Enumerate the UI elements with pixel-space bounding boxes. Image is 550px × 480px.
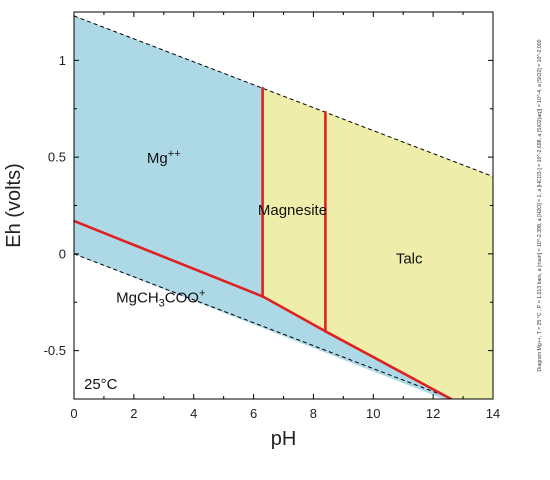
boundary-mg-to-mgch3coo <box>74 219 264 298</box>
field-label-mg: Mg++ <box>147 148 181 167</box>
x-tick-label: 10 <box>366 406 380 421</box>
field-label-magnesite: Magnesite <box>258 202 327 219</box>
y-axis-ticks: -0.5 0 0.5 1 <box>44 11 493 400</box>
x-tick-label: 2 <box>130 406 137 421</box>
y-tick-label: 1 <box>59 53 66 68</box>
field-talc <box>325 112 493 399</box>
x-axis-ticks: 0 2 4 6 8 10 12 14 <box>70 12 500 421</box>
water-line-upper <box>74 15 493 177</box>
water-stability-lines <box>74 15 493 399</box>
field-label-talc: Talc <box>396 251 423 268</box>
y-tick-label: -0.5 <box>44 343 66 358</box>
field-labels: Mg++ MgCH3COO+ Magnesite Talc <box>116 148 423 309</box>
x-tick-label: 0 <box>70 406 77 421</box>
x-axis-title: pH <box>271 428 297 450</box>
boundary-magnesite-lower <box>261 295 327 333</box>
field-boundaries <box>74 86 453 399</box>
water-line-lower <box>74 253 454 399</box>
x-tick-label: 4 <box>190 406 197 421</box>
x-tick-label: 8 <box>310 406 317 421</box>
field-mg <box>74 15 263 297</box>
x-tick-label: 6 <box>250 406 257 421</box>
field-magnesite <box>262 88 326 332</box>
x-tick-label: 12 <box>426 406 440 421</box>
x-tick-label: 14 <box>486 406 500 421</box>
boundary-talc-lower <box>324 329 453 399</box>
stability-fields <box>74 15 493 399</box>
field-label-mgch3coo: MgCH3COO+ <box>116 287 205 309</box>
temperature-label: 25°C <box>84 376 118 393</box>
y-tick-label: 0 <box>59 246 66 261</box>
field-mgch3coo <box>74 221 452 399</box>
conditions-note: Diagram Mg++, T = 25 °C , P = 1.013 bars… <box>537 39 543 371</box>
y-tick-label: 0.5 <box>48 150 66 165</box>
y-axis-title: Eh (volts) <box>3 163 25 247</box>
